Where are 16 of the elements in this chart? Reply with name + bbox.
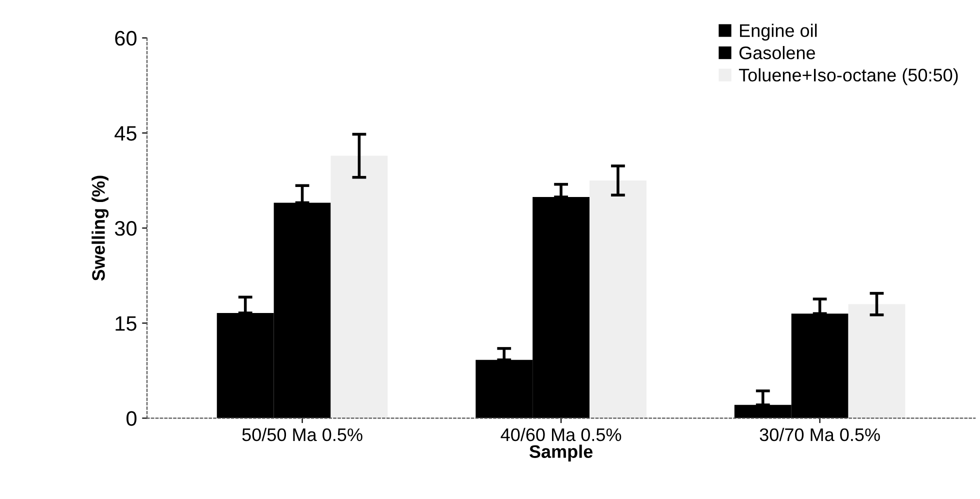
y-tick-label: 0 bbox=[126, 411, 136, 426]
y-tick-label: 30 bbox=[114, 221, 136, 236]
legend-label: Gasolene bbox=[739, 46, 816, 60]
bar bbox=[848, 304, 906, 418]
legend-label: Engine oil bbox=[740, 24, 817, 41]
bar bbox=[590, 180, 646, 418]
y-tick-label: 60 bbox=[115, 30, 136, 46]
y-axis-title: Swelling (%) bbox=[92, 176, 109, 281]
x-tick-label: 50/50 Ma 0.5% bbox=[242, 428, 362, 442]
x-tick-label: 40/60 Ma 0.5% bbox=[500, 428, 622, 442]
legend-label: Toluene+Iso-octane (50:50) bbox=[738, 68, 958, 86]
y-tick-label: 15 bbox=[116, 316, 136, 331]
y-tick-label: 45 bbox=[114, 126, 136, 141]
x-tick-label: 30/70 Ma 0.5% bbox=[760, 428, 880, 442]
x-axis-title: Sample bbox=[529, 444, 593, 462]
bar bbox=[330, 156, 388, 418]
